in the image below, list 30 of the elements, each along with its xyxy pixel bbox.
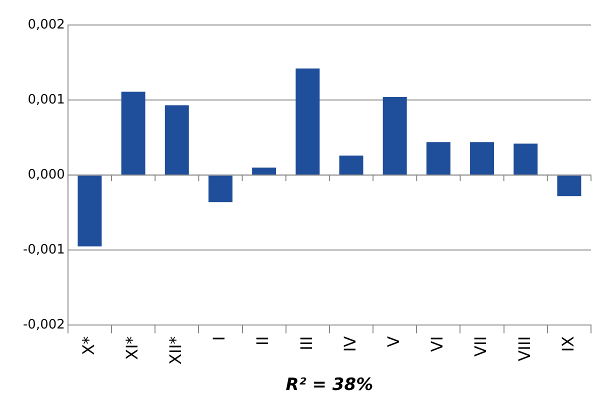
bar: [339, 156, 364, 175]
bar: [557, 176, 582, 196]
y-tick-label: 0,000: [28, 167, 65, 182]
x-axis-title: R² = 38%: [286, 375, 374, 396]
bar: [470, 142, 494, 175]
bar: [252, 168, 276, 175]
x-tick-label: XII*: [166, 336, 186, 365]
y-tick-label: 0,002: [28, 17, 65, 32]
bar: [78, 176, 102, 246]
y-tick-label: 0,001: [28, 92, 65, 108]
bar: [164, 105, 189, 175]
bar: [514, 144, 538, 175]
x-tick-label: III: [296, 336, 316, 350]
y-tick-label: -0,002: [22, 318, 65, 333]
x-tick-label: IX: [558, 336, 578, 352]
x-tick-label: II: [253, 336, 272, 346]
bar: [208, 176, 232, 202]
bar: [121, 92, 146, 175]
x-tick-label: X*: [78, 336, 98, 356]
x-tick-label: VI: [428, 336, 447, 352]
bar: [426, 142, 450, 175]
y-tick-label: -0,001: [22, 242, 65, 258]
x-tick-label: IV: [340, 336, 360, 352]
x-tick-label: VIII: [514, 336, 534, 362]
x-tick-label: VII: [471, 336, 490, 357]
x-tick-label: V: [384, 336, 403, 348]
bar: [382, 97, 407, 175]
x-tick-label: XI*: [122, 336, 142, 360]
bar: [296, 68, 320, 175]
x-tick-label: I: [210, 336, 229, 341]
